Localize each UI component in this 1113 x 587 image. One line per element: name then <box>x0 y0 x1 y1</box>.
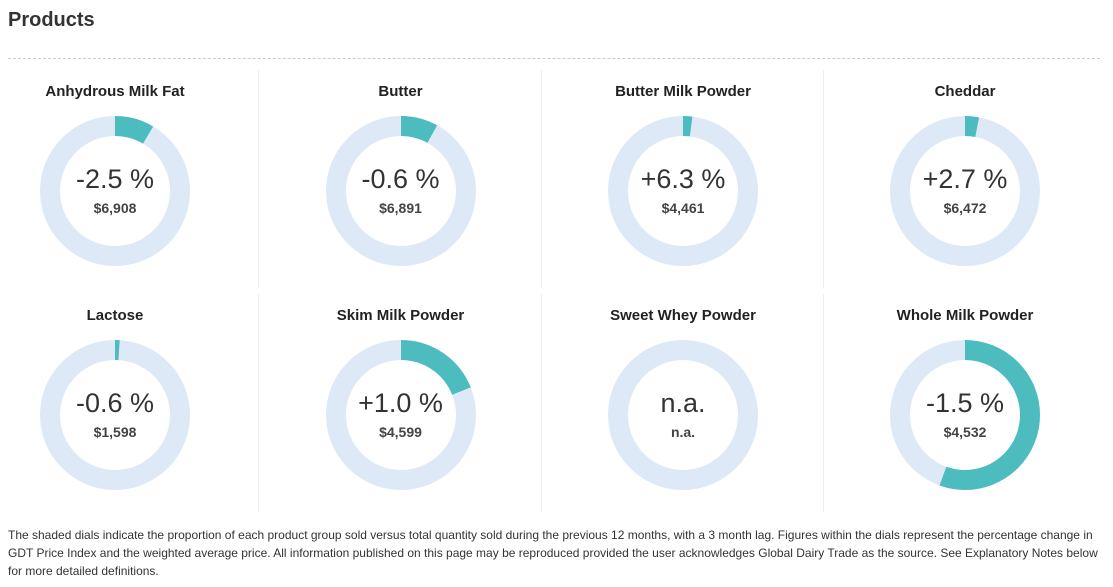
product-card-whole-milk-powder: Whole Milk Powder -1.5 % $4,532 <box>823 294 1106 512</box>
price-index-change: -2.5 % <box>75 164 155 194</box>
dial: +1.0 % $4,599 <box>325 340 476 490</box>
average-price: $4,461 <box>661 200 705 216</box>
average-price: $1,598 <box>93 424 137 440</box>
dial-share-arc <box>608 116 758 266</box>
price-index-change: -1.5 % <box>925 388 1005 418</box>
dial: -0.6 % $1,598 <box>40 340 190 490</box>
price-index-change: -0.6 % <box>75 388 155 418</box>
dial-labels: -0.6 % $6,891 <box>326 116 476 266</box>
product-card-anhydrous-milk-fat: Anhydrous Milk Fat -2.5 % $6,908 <box>0 70 230 288</box>
product-name: Anhydrous Milk Fat <box>45 83 185 100</box>
average-price: $6,908 <box>93 200 137 216</box>
dial: -2.5 % $6,908 <box>40 116 190 266</box>
product-dial-grid: Anhydrous Milk Fat -2.5 % $6,908 Butter -0.6… <box>0 70 1113 518</box>
dial-labels: +6.3 % $4,461 <box>608 116 758 266</box>
dial-labels: -1.5 % $4,532 <box>890 340 1040 490</box>
product-name: Skim Milk Powder <box>336 307 465 324</box>
dial-labels: +2.7 % $6,472 <box>890 116 1040 266</box>
average-price: n.a. <box>670 424 696 440</box>
price-index-change: -0.6 % <box>361 164 440 194</box>
dial-share-arc <box>40 340 190 490</box>
average-price: $6,472 <box>943 200 987 216</box>
dial: -0.6 % $6,891 <box>325 116 476 266</box>
average-price: $6,891 <box>379 200 422 216</box>
product-name: Butter <box>378 83 423 100</box>
product-card-lactose: Lactose -0.6 % $1,598 <box>0 294 230 512</box>
average-price: $4,532 <box>943 424 987 440</box>
product-card-butter: Butter -0.6 % $6,891 <box>258 70 542 288</box>
product-card-cheddar: Cheddar +2.7 % $6,472 <box>823 70 1106 288</box>
product-name: Whole Milk Powder <box>896 307 1034 324</box>
product-card-skim-milk-powder: Skim Milk Powder +1.0 % $4,599 <box>258 294 542 512</box>
dial-share-arc <box>325 340 476 490</box>
product-name: Lactose <box>86 307 144 324</box>
price-index-change: +2.7 % <box>922 164 1008 194</box>
dial-row-1: Anhydrous Milk Fat -2.5 % $6,908 Butter -0.6… <box>0 70 1113 294</box>
dial-svg <box>890 340 1040 490</box>
dial-track <box>608 340 758 490</box>
dial-svg <box>608 116 758 266</box>
dial-svg <box>890 116 1040 266</box>
product-name: Sweet Whey Powder <box>610 307 756 324</box>
price-index-change: +6.3 % <box>640 164 726 194</box>
average-price: $4,599 <box>379 424 422 440</box>
dial-labels: n.a. n.a. <box>608 340 758 490</box>
dial: +6.3 % $4,461 <box>608 116 758 266</box>
dial-share-arc <box>40 116 190 266</box>
footnote: The shaded dials indicate the proportion… <box>8 528 1098 578</box>
dial-svg <box>325 340 476 490</box>
product-name: Butter Milk Powder <box>615 83 751 100</box>
dial: -1.5 % $4,532 <box>890 340 1040 490</box>
dial-svg <box>325 116 476 266</box>
dial-svg <box>40 116 190 266</box>
dial-share-arc <box>890 340 1040 490</box>
product-card-sweet-whey-powder: Sweet Whey Powder n.a. n.a. <box>541 294 824 512</box>
title-divider <box>8 58 1100 59</box>
dial-share-arc <box>325 116 476 266</box>
product-card-butter-milk-powder: Butter Milk Powder +6.3 % $4,461 <box>541 70 824 288</box>
dial-labels: -0.6 % $1,598 <box>40 340 190 490</box>
dial-svg <box>608 340 758 490</box>
dial-share-arc <box>890 116 1040 266</box>
product-name: Cheddar <box>934 83 996 100</box>
dial-labels: -2.5 % $6,908 <box>40 116 190 266</box>
price-index-change: +1.0 % <box>358 388 443 418</box>
dial-svg <box>40 340 190 490</box>
dial: +2.7 % $6,472 <box>890 116 1040 266</box>
dial-row-2: Lactose -0.6 % $1,598 Skim Milk Powder +1.0 … <box>0 294 1113 518</box>
dial-labels: +1.0 % $4,599 <box>326 340 476 490</box>
page-title: Products <box>8 9 95 31</box>
dial: n.a. n.a. <box>608 340 758 490</box>
price-index-change: n.a. <box>660 388 706 418</box>
